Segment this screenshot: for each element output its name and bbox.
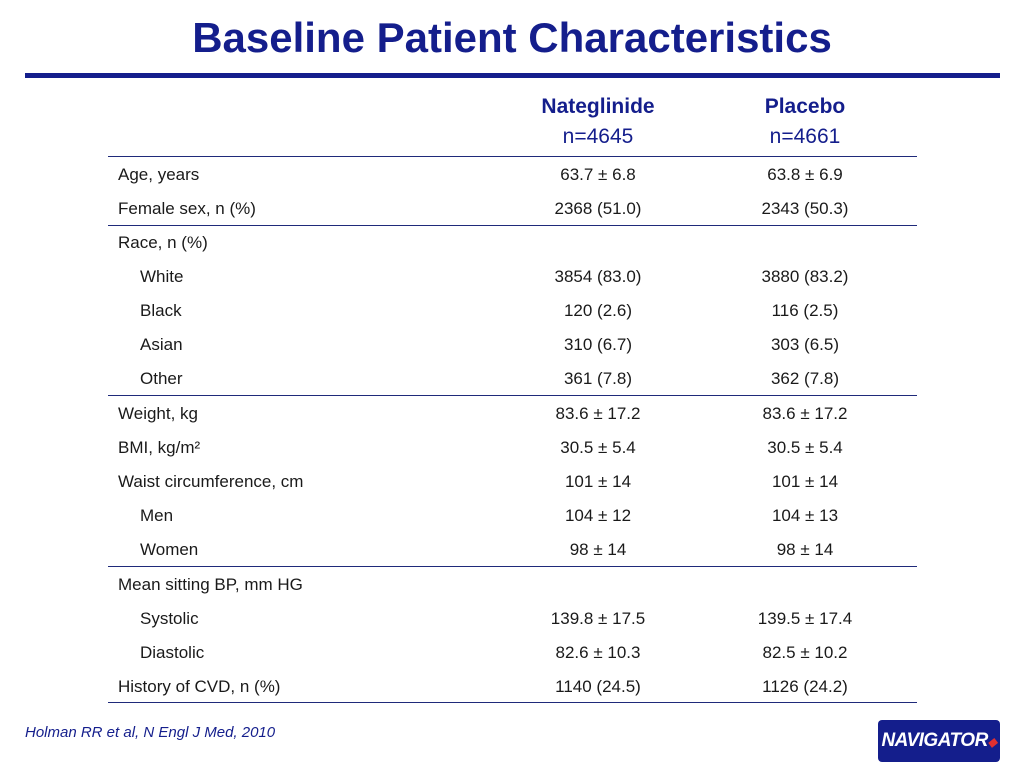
nateglinide-value: 82.6 ± 10.3 <box>555 643 641 662</box>
row-label: Waist circumference, cm <box>118 472 304 491</box>
placebo-value: 1126 (24.2) <box>762 677 848 696</box>
placebo-value: 101 ± 14 <box>771 472 839 491</box>
column-sample-size: n=4645 <box>562 125 634 148</box>
table-row: History of CVD, n (%) 1140 (24.5) 1126 (… <box>108 670 917 704</box>
row-label: Race, n (%) <box>118 233 208 252</box>
placebo-value: 362 (7.8) <box>770 369 840 388</box>
placebo-value: 3880 (83.2) <box>761 267 849 286</box>
table-row: Female sex, n (%) 2368 (51.0) 2343 (50.3… <box>108 192 917 226</box>
nateglinide-value: 120 (2.6) <box>563 301 633 320</box>
table-row: Black 120 (2.6) 116 (2.5) <box>108 294 917 328</box>
row-label: Black <box>140 301 182 320</box>
table-rule <box>108 225 917 226</box>
logo-mark-icon: ◆ <box>987 735 997 749</box>
nateglinide-value: 63.7 ± 6.8 <box>560 165 636 184</box>
table-row: Asian 310 (6.7) 303 (6.5) <box>108 328 917 362</box>
table-row: Mean sitting BP, mm HG <box>108 568 917 602</box>
placebo-value: 303 (6.5) <box>770 335 840 354</box>
column-header-nateglinide: Nateglinide n=4645 <box>498 92 698 152</box>
table-row: Waist circumference, cm 101 ± 14 101 ± 1… <box>108 465 917 499</box>
column-name: Placebo <box>764 95 846 118</box>
row-label: Asian <box>140 335 183 354</box>
table-rule <box>108 156 917 157</box>
row-label: Age, years <box>118 165 200 184</box>
row-label: Mean sitting BP, mm HG <box>118 575 303 594</box>
row-label: Men <box>140 506 174 525</box>
row-label: Female sex, n (%) <box>118 199 256 218</box>
table-row: Race, n (%) <box>108 226 917 260</box>
table-row: Men 104 ± 12 104 ± 13 <box>108 499 917 533</box>
nateglinide-value: 139.8 ± 17.5 <box>550 609 646 628</box>
row-label: Diastolic <box>140 643 205 662</box>
row-label: Systolic <box>140 609 199 628</box>
nateglinide-value: 98 ± 14 <box>569 540 627 559</box>
row-label: History of CVD, n (%) <box>118 677 281 696</box>
column-sample-size: n=4661 <box>769 125 841 148</box>
table-rule <box>108 395 917 396</box>
navigator-logo: NAVIGATOR◆ <box>878 720 1000 762</box>
row-label: White <box>140 267 184 286</box>
nateglinide-value: 2368 (51.0) <box>554 199 642 218</box>
nateglinide-value: 30.5 ± 5.4 <box>560 438 636 457</box>
title-underline <box>25 73 1000 78</box>
nateglinide-value: 1140 (24.5) <box>555 677 641 696</box>
citation: Holman RR et al, N Engl J Med, 2010 <box>25 724 276 741</box>
table-row: White 3854 (83.0) 3880 (83.2) <box>108 260 917 294</box>
slide-title: Baseline Patient Characteristics <box>192 14 832 61</box>
placebo-value: 30.5 ± 5.4 <box>767 438 843 457</box>
row-label: BMI, kg/m² <box>118 438 201 457</box>
table-rule <box>108 566 917 567</box>
row-label: Weight, kg <box>118 404 199 423</box>
placebo-value: 139.5 ± 17.4 <box>757 609 853 628</box>
nateglinide-value: 310 (6.7) <box>563 335 633 354</box>
logo-text: NAVIGATOR <box>881 730 988 751</box>
table-row: Age, years 63.7 ± 6.8 63.8 ± 6.9 <box>108 158 917 192</box>
row-label: Other <box>140 369 183 388</box>
nateglinide-value: 361 (7.8) <box>563 369 633 388</box>
placebo-value: 63.8 ± 6.9 <box>767 165 843 184</box>
nateglinide-value: 101 ± 14 <box>564 472 632 491</box>
placebo-value: 98 ± 14 <box>776 540 834 559</box>
nateglinide-value: 104 ± 12 <box>564 506 632 525</box>
table-rule <box>108 702 917 703</box>
table-row: BMI, kg/m² 30.5 ± 5.4 30.5 ± 5.4 <box>108 431 917 465</box>
row-label: Women <box>140 540 199 559</box>
table-row: Women 98 ± 14 98 ± 14 <box>108 533 917 567</box>
column-name: Nateglinide <box>541 95 655 118</box>
table-row: Systolic 139.8 ± 17.5 139.5 ± 17.4 <box>108 602 917 636</box>
table-row: Diastolic 82.6 ± 10.3 82.5 ± 10.2 <box>108 636 917 670</box>
placebo-value: 83.6 ± 17.2 <box>762 404 848 423</box>
nateglinide-value: 83.6 ± 17.2 <box>555 404 641 423</box>
column-header-placebo: Placebo n=4661 <box>705 92 905 152</box>
nateglinide-value: 3854 (83.0) <box>554 267 642 286</box>
placebo-value: 104 ± 13 <box>771 506 839 525</box>
placebo-value: 116 (2.5) <box>771 301 839 320</box>
placebo-value: 2343 (50.3) <box>761 199 849 218</box>
table-row: Weight, kg 83.6 ± 17.2 83.6 ± 17.2 <box>108 397 917 431</box>
table-row: Other 361 (7.8) 362 (7.8) <box>108 362 917 396</box>
placebo-value: 82.5 ± 10.2 <box>762 643 848 662</box>
